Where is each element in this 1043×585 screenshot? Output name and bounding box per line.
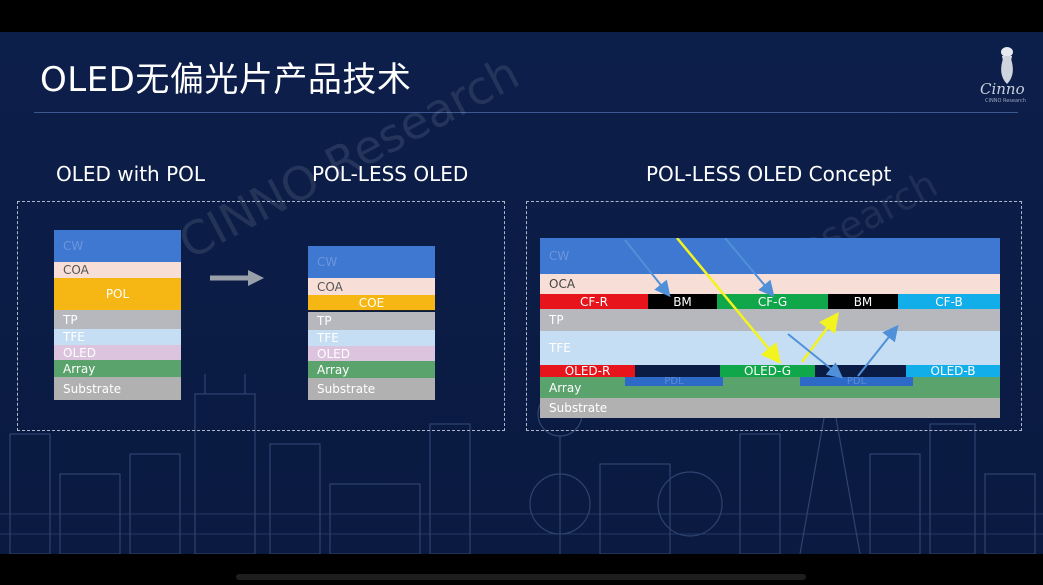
slide-title: OLED无偏光片产品技术 [40,60,412,100]
logo-text: Cinno [980,80,1025,98]
cf-r-segment: CF-R [540,294,648,309]
layer-pol: POL [54,278,181,310]
cinno-logo-icon [1001,47,1013,84]
stack-pol-less-oled: CW COA COE TP TFE OLED Array Substrate [308,246,435,402]
concept-layer-cw: CW [540,238,1000,274]
pdl-block-2: PDL [800,376,913,387]
layer-array: Array [54,360,181,377]
layer-tfe: TFE [54,329,181,345]
pdl-block-1: PDL [625,376,723,387]
light-path-arrows [624,238,899,379]
bm-segment: BM [648,294,717,309]
layer-cw: CW [54,230,181,262]
yellow-light-arrow [676,238,839,364]
heading-oled-with-pol: OLED with POL [56,162,206,186]
layer-array: Array [308,361,435,378]
layer-tfe: TFE [308,330,435,346]
title-underline [34,112,1018,113]
layer-tp: TP [54,310,181,329]
heading-pol-less-oled: POL-LESS OLED [312,162,469,186]
layer-oled: OLED [54,345,181,360]
scrollbar[interactable] [236,574,806,580]
cf-g-segment: CF-G [717,294,828,309]
oled-b-pixel: OLED-B [906,364,1000,378]
cf-b-segment: CF-B [898,294,1000,309]
concept-box [526,201,1022,431]
stack-oled-with-pol: CW COA POL TP TFE OLED Array Substrate [54,230,181,402]
layer-coe: COE [308,295,435,311]
oled-r-pixel: OLED-R [540,364,635,378]
layer-substrate: Substrate [54,377,181,400]
concept-diagram: CW OCA CF-R BM CF-G BM CF-B TP TFE OLED-… [540,238,1000,418]
layer-substrate: Substrate [308,378,435,400]
heading-pol-less-concept: POL-LESS OLED Concept [646,162,892,186]
layer-oled: OLED [308,346,435,361]
concept-layer-substrate: Substrate [540,398,1000,418]
layer-coa: COA [54,262,181,278]
logo-subtext: CINNO Research [985,98,1026,104]
transition-arrow-icon [210,270,264,286]
oled-g-pixel: OLED-G [720,364,815,378]
comparison-box [17,201,505,431]
layer-coa: COA [308,278,435,295]
slide: OLED无偏光片产品技术 Cinno CINNO Research CINNO … [0,32,1043,554]
blue-reflection-arrow [624,238,899,379]
layer-tp: TP [308,312,435,330]
layer-cw: CW [308,246,435,278]
bm-segment-2: BM [828,294,898,309]
